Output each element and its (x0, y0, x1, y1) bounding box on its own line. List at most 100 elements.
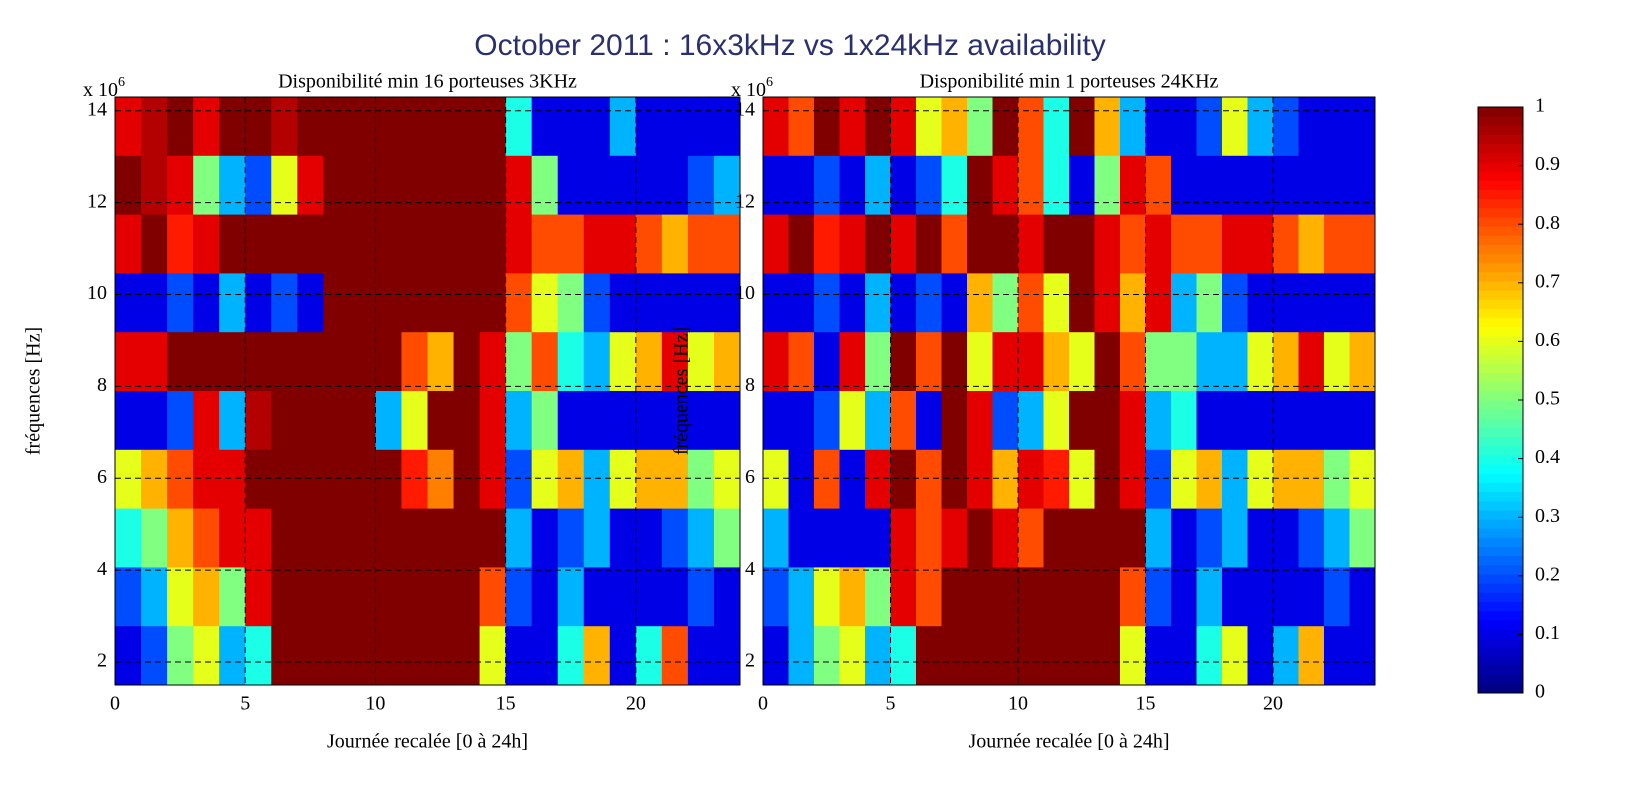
heatmap-cell (661, 273, 689, 333)
heatmap-cell (1094, 155, 1121, 216)
heatmap-cell (531, 391, 559, 451)
heatmap-cell (1273, 155, 1299, 216)
colorbar-swatch (1478, 500, 1523, 511)
heatmap-cell (427, 508, 455, 568)
heatmap-cell (453, 214, 481, 274)
heatmap-cell (1273, 391, 1299, 451)
heatmap-cell (427, 449, 455, 510)
heatmap-cell (505, 332, 533, 392)
heatmap-cell (890, 155, 917, 216)
heatmap-cell (531, 626, 559, 686)
heatmap-cell (1273, 97, 1299, 157)
heatmap-cell (916, 97, 942, 157)
heatmap-cell (1273, 449, 1299, 510)
heatmap-cell (1324, 97, 1350, 157)
colorbar-swatch (1478, 345, 1523, 355)
heatmap-cell (479, 332, 507, 392)
heatmap-cell (583, 567, 611, 627)
heatmap-cell (865, 155, 891, 216)
heatmap-cell (401, 332, 428, 392)
heatmap-cell (141, 449, 168, 510)
heatmap-cell (941, 214, 968, 274)
heatmap-cell (839, 391, 866, 451)
colorbar-swatch (1478, 107, 1523, 117)
heatmap-cell (788, 567, 815, 627)
colorbar-swatch (1478, 418, 1523, 428)
heatmap-cell (890, 626, 917, 686)
heatmap-cell (635, 391, 663, 451)
heatmap-cell (1171, 567, 1197, 627)
heatmap-cell (788, 391, 815, 451)
heatmap-cell (1120, 449, 1146, 510)
heatmap-cell (1196, 97, 1223, 157)
heatmap-cell (375, 332, 402, 392)
heatmap-cell (1222, 626, 1248, 686)
heatmap-cell (1247, 214, 1274, 274)
heatmap-cell (193, 332, 220, 392)
heatmap-cell (1247, 567, 1274, 627)
heatmap-cell (1324, 449, 1350, 510)
heatmap-cell (453, 626, 481, 686)
heatmap-cell (967, 567, 993, 627)
heatmap-cell (1094, 449, 1121, 510)
heatmap-cell (1120, 155, 1146, 216)
heatmap-cell (967, 214, 993, 274)
heatmap-cell (505, 508, 533, 568)
y-axis-label: fréquences [Hz] (23, 327, 45, 455)
heatmap-cell (1247, 626, 1274, 686)
colorbar-swatch (1478, 390, 1523, 401)
colorbar-swatch (1478, 592, 1523, 602)
y-tick-label: 4 (745, 558, 755, 580)
heatmap-cell (505, 626, 533, 686)
heatmap-cell (427, 391, 455, 451)
heatmap-cell (297, 332, 324, 392)
heatmap-cell (609, 391, 637, 451)
heatmap-cell (427, 626, 455, 686)
heatmap-cell (635, 273, 663, 333)
heatmap-cell (687, 214, 715, 274)
y-tick-label: 2 (97, 650, 107, 672)
heatmap-cell (479, 214, 507, 274)
heatmap-cell (193, 449, 220, 510)
heatmap-cell (763, 626, 789, 686)
heatmap-cell (1247, 449, 1274, 510)
heatmap-cell (788, 449, 815, 510)
y-axis-label: fréquences [Hz] (671, 327, 693, 455)
heatmap-cell (1043, 626, 1070, 686)
colorbar-swatch (1478, 280, 1523, 291)
heatmap-cell (505, 273, 533, 333)
heatmap-cell (1324, 626, 1350, 686)
heatmap-cell (401, 626, 428, 686)
heatmap-cell (1298, 273, 1325, 333)
colorbar-swatch (1478, 381, 1523, 392)
heatmap-cell (453, 508, 481, 568)
heatmap-cell (687, 567, 715, 627)
heatmap-cell (323, 97, 350, 157)
heatmap-cell (1069, 449, 1095, 510)
colorbar-tick-label: 0.5 (1535, 388, 1560, 410)
colorbar-swatch (1478, 473, 1523, 483)
heatmap-cell (839, 155, 866, 216)
heatmap-cell (890, 214, 917, 274)
heatmap-cell (814, 332, 840, 392)
heatmap-cell (1120, 332, 1146, 392)
heatmap-cell (992, 391, 1019, 451)
colorbar-swatch (1478, 235, 1523, 245)
heatmap-cell (505, 391, 533, 451)
colorbar-tick-label: 1 (1535, 95, 1545, 117)
heatmap-cell (890, 97, 917, 157)
heatmap-cell (1043, 273, 1070, 333)
heatmap-cell (941, 567, 968, 627)
heatmap-cell (687, 508, 715, 568)
y-tick-label: 14 (735, 98, 755, 120)
heatmap-cell (115, 214, 142, 274)
heatmap-cell (245, 508, 272, 568)
heatmap-cell (297, 155, 324, 216)
heatmap-cell (271, 332, 298, 392)
heatmap-cell (115, 567, 142, 627)
colorbar-tick-label: 0.1 (1535, 622, 1560, 644)
heatmap-cell (297, 449, 324, 510)
heatmap-cell (349, 273, 376, 333)
heatmap-cell (1069, 391, 1095, 451)
heatmap-cell (661, 508, 689, 568)
